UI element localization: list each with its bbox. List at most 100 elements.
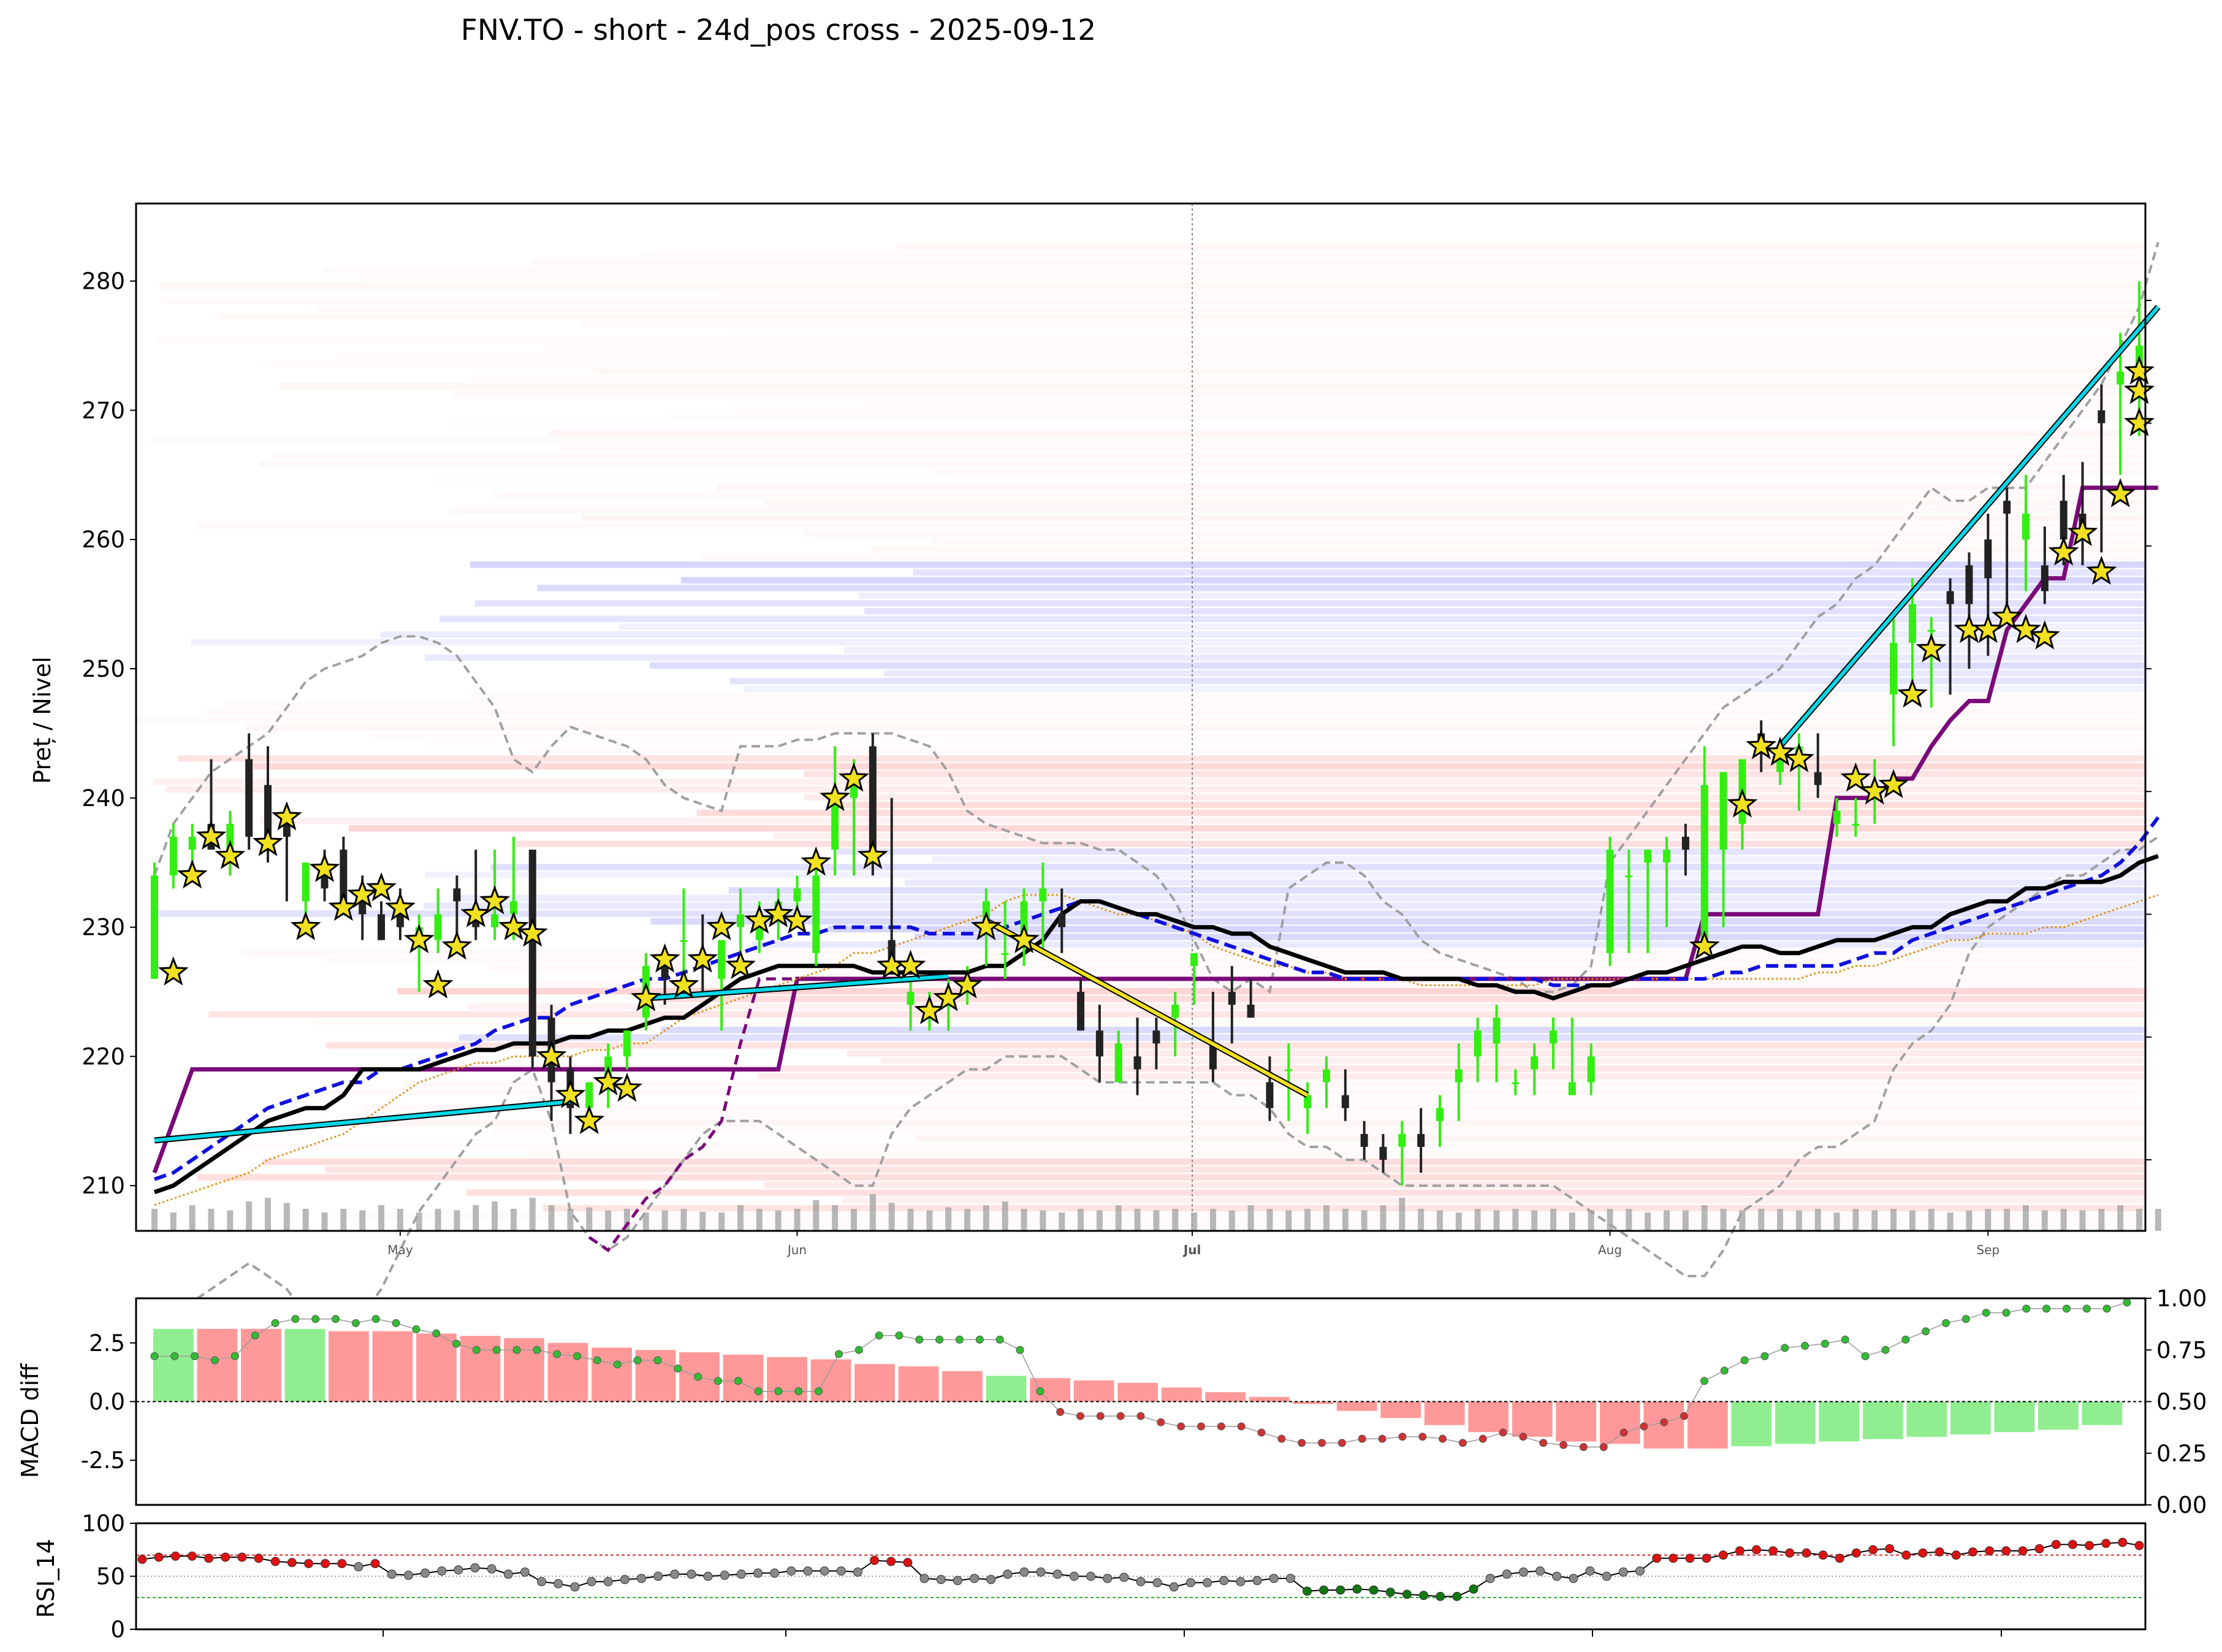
- volume-profile-band: [466, 1189, 2145, 1197]
- signal-star-marker: [366, 872, 397, 902]
- macd-signal-point: [1036, 1387, 1044, 1396]
- x-tick-label: May: [387, 1243, 413, 1257]
- candle-body: [2117, 371, 2125, 385]
- rsi-point: [770, 1568, 780, 1578]
- volume-profile-band: [535, 980, 2146, 987]
- candle-body: [1360, 1133, 1368, 1147]
- volume-profile-band: [549, 429, 2146, 436]
- volume-profile-band: [360, 274, 2145, 281]
- volume-profile-band: [531, 259, 2146, 266]
- macd-signal-point: [1599, 1443, 1608, 1452]
- signal-star-marker: [1689, 930, 1720, 960]
- volume-profile-band: [744, 685, 2146, 692]
- macd-histogram-bar: [2037, 1401, 2079, 1430]
- y-tick-label: 220: [82, 1043, 125, 1070]
- volume-bar: [548, 1205, 555, 1231]
- volume-profile-band: [650, 918, 2145, 925]
- volume-bar: [869, 1194, 876, 1231]
- volume-profile-band: [871, 546, 2145, 553]
- rsi-point: [1985, 1546, 1995, 1556]
- volume-bar: [2060, 1209, 2067, 1231]
- rsi-point: [1319, 1585, 1329, 1595]
- volume-bar: [1474, 1209, 1481, 1231]
- candle-body: [1663, 850, 1671, 863]
- macd-histogram-bar: [942, 1371, 983, 1402]
- rsi-point: [187, 1551, 197, 1561]
- volume-profile-band: [914, 934, 2145, 940]
- candle-body: [1341, 1095, 1349, 1108]
- y-tick-label: 280: [82, 268, 125, 294]
- volume-bar: [907, 1209, 914, 1231]
- volume-profile-band: [279, 383, 2145, 390]
- rsi-point: [470, 1563, 480, 1573]
- candle-body: [869, 746, 877, 850]
- rsi-point: [1069, 1572, 1079, 1581]
- signal-star-marker: [687, 943, 718, 973]
- volume-profile-band: [844, 647, 2145, 653]
- candle-body: [2098, 410, 2106, 424]
- volume-bar: [1285, 1210, 1292, 1231]
- volume-profile-band: [701, 554, 2145, 560]
- macd-signal-point: [1016, 1346, 1024, 1354]
- sma-line: [153, 854, 2159, 1195]
- volume-profile-band: [864, 607, 2146, 615]
- signal-star-marker: [839, 762, 869, 792]
- rsi-point: [354, 1562, 363, 1572]
- volume-profile-band: [433, 476, 2145, 483]
- signal-star-marker: [2105, 478, 2136, 508]
- signal-star-marker: [744, 904, 775, 934]
- macd-signal-point: [2102, 1304, 2111, 1313]
- macd-signal-point: [1499, 1428, 1507, 1437]
- rsi-point: [1036, 1567, 1046, 1577]
- candle-body: [340, 850, 348, 902]
- rsi-point: [1502, 1569, 1512, 1579]
- signal-star-marker: [952, 969, 983, 999]
- rsi-point: [736, 1569, 746, 1579]
- volume-bar: [1078, 1209, 1084, 1231]
- macd-signal-point: [452, 1339, 461, 1348]
- macd-signal-point: [1478, 1434, 1487, 1443]
- signal-star-marker: [1008, 924, 1040, 953]
- rsi-point: [304, 1559, 313, 1569]
- signal-star-marker: [1765, 736, 1796, 766]
- volume-profile-band: [196, 522, 2145, 530]
- signal-star-marker: [1973, 614, 2004, 643]
- macd-histogram-bar: [1775, 1401, 1816, 1444]
- volume-bar: [1380, 1205, 1387, 1231]
- rsi-point: [337, 1559, 347, 1569]
- candle-body: [1190, 953, 1198, 966]
- macd-histogram-bar: [1205, 1392, 1246, 1402]
- signal-star-marker: [574, 1105, 605, 1135]
- volume-profile-band: [316, 1019, 2145, 1026]
- rsi-point: [137, 1555, 147, 1564]
- volume-profile-band: [489, 964, 2145, 972]
- volume-bar: [1890, 1209, 1897, 1231]
- macd-signal-point: [1358, 1434, 1366, 1443]
- macd-right-tick-label: 0.75: [2156, 1337, 2207, 1363]
- macd-histogram-bar: [810, 1359, 851, 1402]
- rsi-point: [720, 1570, 729, 1580]
- macd-signal-point: [1418, 1433, 1427, 1441]
- signal-star-marker: [290, 911, 321, 940]
- rsi-point: [1352, 1584, 1362, 1594]
- rsi-point: [1369, 1585, 1379, 1595]
- macd-signal-point: [713, 1377, 722, 1385]
- chart-title: FNV.TO - short - 24d_pos cross - 2025-09…: [461, 13, 1096, 47]
- rsi-point: [1735, 1546, 1744, 1556]
- volume-bar: [623, 1209, 630, 1231]
- volume-profile-band: [721, 290, 2145, 297]
- volume-profile-band: [253, 763, 2146, 770]
- rsi-point: [537, 1577, 547, 1586]
- volume-profile-band: [932, 538, 2145, 545]
- signal-star-marker: [2010, 614, 2041, 643]
- rsi-point: [1752, 1545, 1762, 1555]
- volume-bar: [1266, 1209, 1273, 1231]
- signal-star-marker: [2124, 375, 2155, 404]
- macd-signal-point: [613, 1360, 622, 1369]
- volume-profile-band: [680, 577, 2145, 584]
- volume-profile-band: [764, 1181, 2145, 1189]
- macd-signal-point: [1881, 1346, 1890, 1354]
- candle-body: [1322, 1069, 1330, 1083]
- volume-profile-band: [439, 615, 2145, 623]
- rsi-point: [1818, 1550, 1828, 1560]
